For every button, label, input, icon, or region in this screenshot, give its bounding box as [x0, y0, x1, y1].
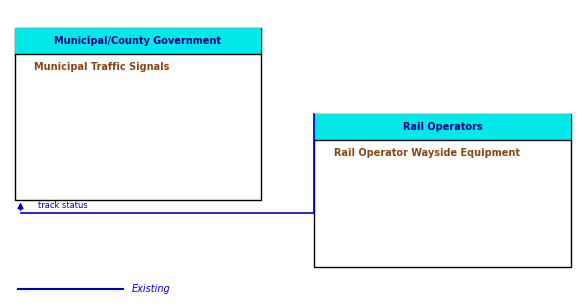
Text: Municipal Traffic Signals: Municipal Traffic Signals — [35, 62, 170, 72]
Bar — [314, 114, 571, 267]
Text: Municipal/County Government: Municipal/County Government — [54, 36, 221, 46]
Bar — [15, 28, 261, 200]
Bar — [15, 28, 261, 54]
Text: Existing: Existing — [132, 284, 171, 293]
Text: Rail Operators: Rail Operators — [403, 122, 482, 132]
Bar — [314, 114, 571, 141]
Text: track status: track status — [38, 201, 88, 210]
Text: Rail Operator Wayside Equipment: Rail Operator Wayside Equipment — [334, 148, 520, 158]
